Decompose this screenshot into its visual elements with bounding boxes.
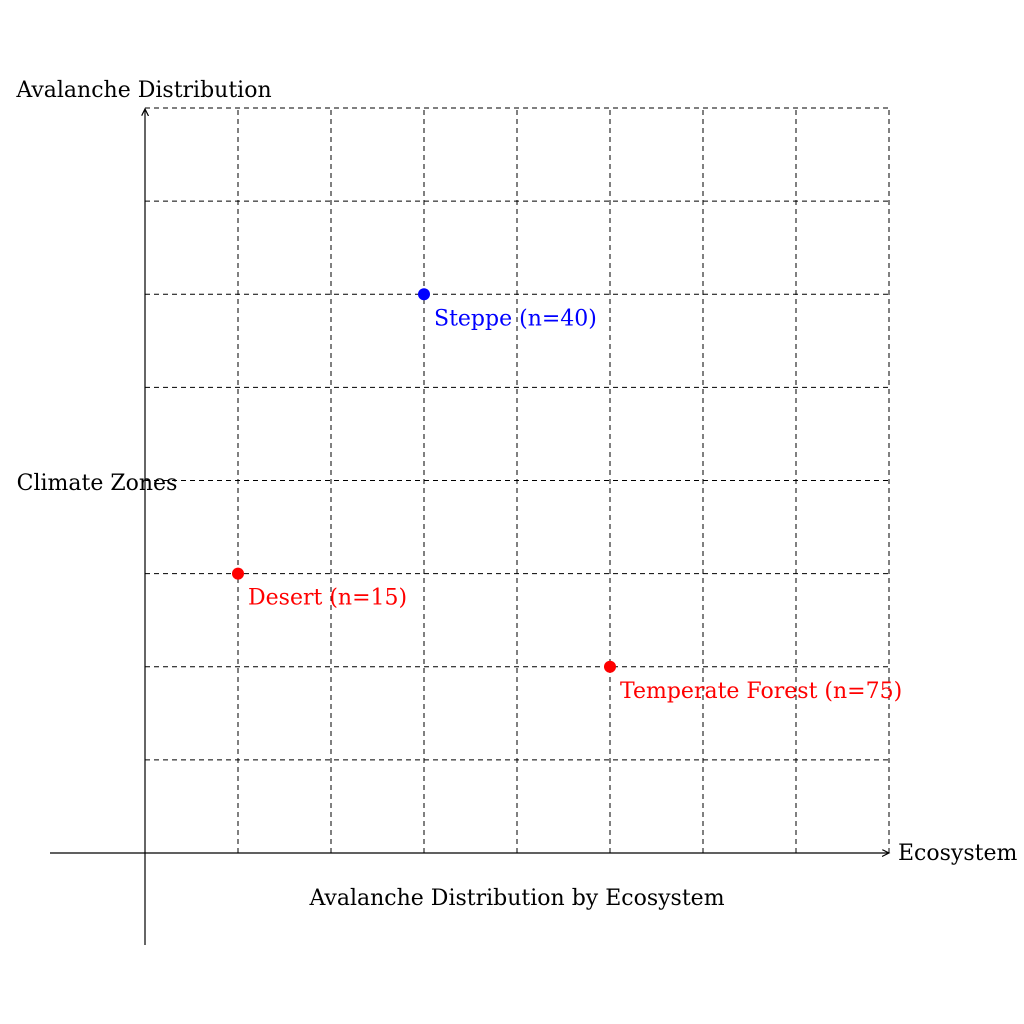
data-point — [232, 567, 244, 580]
data-points: Desert (n=15) Steppe (n=40) Temperate Fore… — [232, 288, 902, 704]
y-axis-label: Avalanche Distribution — [15, 78, 271, 103]
data-point-label: Steppe (n=40) — [434, 306, 597, 331]
climate-zones-label: Climate Zones — [17, 471, 178, 496]
x-axis-label: Ecosystem — [898, 841, 1017, 866]
data-point — [418, 288, 430, 301]
data-point-label: Temperate Forest (n=75) — [620, 679, 902, 704]
chart-title: Avalanche Distribution by Ecosystem — [308, 886, 724, 911]
data-point-label: Desert (n=15) — [248, 586, 407, 611]
data-point — [604, 660, 616, 673]
grid-lines — [145, 107, 890, 853]
